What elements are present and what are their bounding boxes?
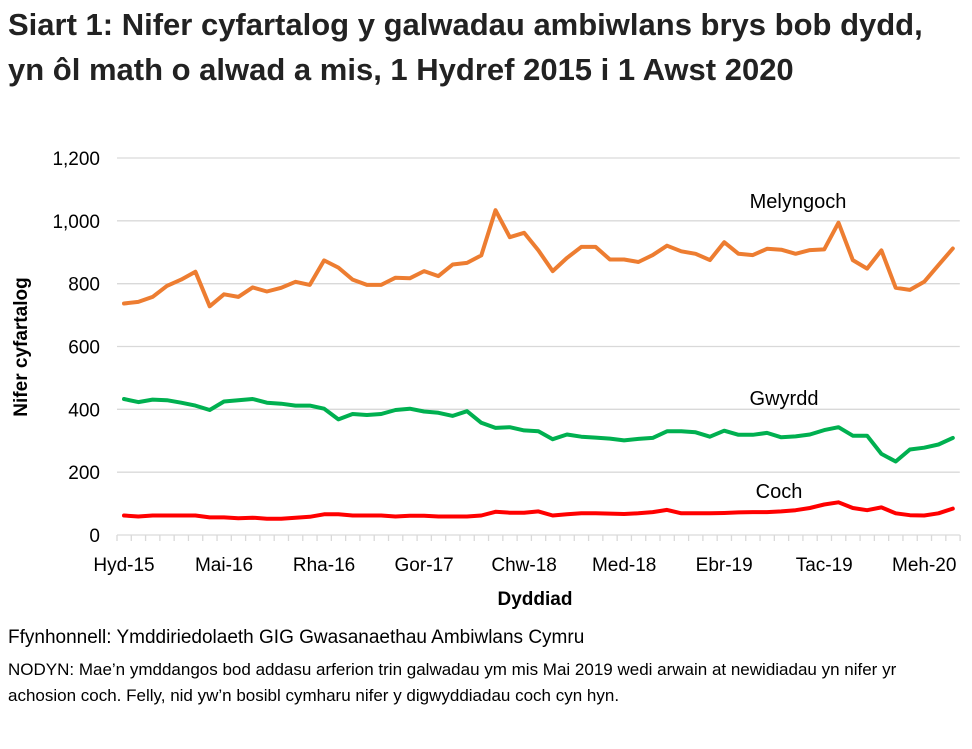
y-tick-label: 200 bbox=[68, 463, 100, 484]
x-tick-label: Gor-17 bbox=[395, 555, 454, 576]
x-tick-label: Chw-18 bbox=[491, 555, 556, 576]
series-line-gwyrdd bbox=[122, 397, 955, 464]
x-tick-label: Hyd-15 bbox=[93, 555, 154, 576]
y-axis-label: Nifer cyfartalog bbox=[11, 277, 32, 416]
x-tick-label: Meh-20 bbox=[892, 555, 956, 576]
series-line-melyngoch bbox=[122, 208, 955, 309]
x-tick-label: Mai-16 bbox=[195, 555, 253, 576]
x-tick-label: Ebr-19 bbox=[696, 555, 753, 576]
x-tick-label: Tac-19 bbox=[796, 555, 853, 576]
y-tick-label: 0 bbox=[89, 526, 100, 547]
x-tick-label: Rha-16 bbox=[293, 555, 355, 576]
y-tick-label: 1,200 bbox=[52, 149, 100, 170]
series-label: Coch bbox=[756, 481, 803, 503]
y-tick-label: 600 bbox=[68, 338, 100, 359]
series-line-coch bbox=[122, 500, 955, 521]
note-text: NODYN: Mae’n ymddangos bod addasu arferi… bbox=[8, 660, 897, 705]
x-axis-label: Dyddiad bbox=[498, 589, 573, 610]
source-text: Ffynhonnell: Ymddiriedolaeth GIG Gwasana… bbox=[8, 627, 585, 648]
series-label: Gwyrdd bbox=[750, 388, 819, 410]
series-label: Melyngoch bbox=[750, 191, 847, 213]
y-tick-label: 1,000 bbox=[52, 212, 100, 233]
y-tick-label: 400 bbox=[68, 400, 100, 421]
chart-title: Siart 1: Nifer cyfartalog y galwadau amb… bbox=[8, 7, 923, 87]
y-tick-label: 800 bbox=[68, 275, 100, 296]
x-tick-label: Med-18 bbox=[592, 555, 656, 576]
